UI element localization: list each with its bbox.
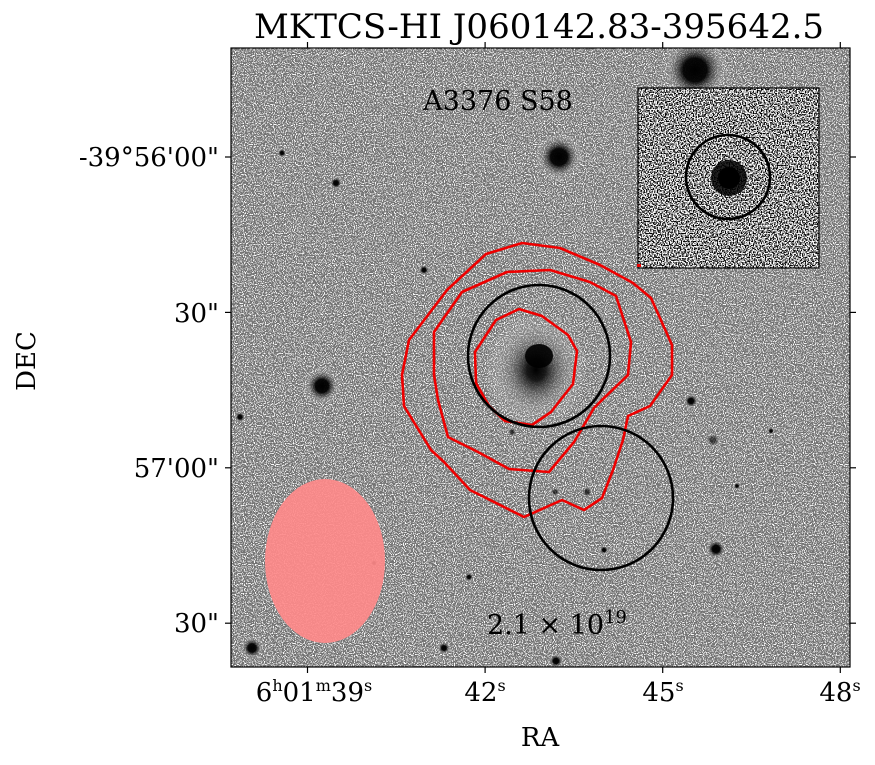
y-tick-label: 57'00" (134, 454, 219, 484)
x-tick-label: 45s (642, 676, 683, 708)
hi-centre-circle (527, 424, 675, 572)
y-tick-labels: -39°56'00" 30" 57'00" 30" (79, 143, 219, 639)
column-density-label: 2.1 × 1019 (487, 607, 627, 641)
stars (234, 48, 775, 667)
x-tick-label: 42s (464, 676, 505, 708)
y-tick-label: -39°56'00" (79, 143, 219, 173)
x-axis-label: RA (521, 723, 561, 753)
x-tick-labels: 6h01m39s 42s 45s 48s (256, 676, 861, 708)
source-label: A3376 S58 (422, 86, 573, 117)
contour-outer (400, 241, 674, 519)
inset-panel (637, 87, 820, 269)
contour-middle (432, 268, 633, 474)
x-tick-label: 6h01m39s (256, 676, 372, 708)
ticks (225, 42, 856, 673)
y-tick-label: 30" (174, 609, 219, 639)
y-tick-label: 30" (174, 299, 219, 329)
axes-frame (230, 47, 851, 668)
optical-aperture-circle (466, 283, 612, 429)
beam-ellipse (265, 479, 385, 643)
x-tick-label: 48s (819, 676, 860, 708)
y-axis-label: DEC (12, 331, 42, 391)
chart-title: MKTCS-HI J060142.83-395642.5 (254, 7, 824, 47)
target-galaxy (484, 312, 588, 428)
inset-aperture-circle (684, 133, 772, 221)
